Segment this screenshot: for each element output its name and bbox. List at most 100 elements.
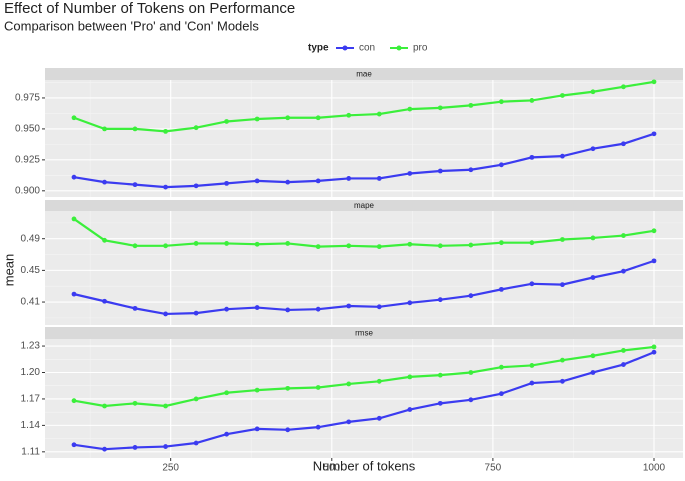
data-point	[71, 174, 77, 180]
data-point	[224, 390, 230, 396]
y-tick-label: 0.45	[21, 265, 41, 276]
data-point	[468, 370, 474, 375]
data-point	[407, 171, 413, 176]
data-point	[529, 380, 535, 386]
x-tick-label: 500	[323, 463, 340, 474]
data-point	[529, 240, 535, 246]
series-line	[73, 259, 655, 316]
facet-label: mape	[354, 201, 375, 210]
data-point	[651, 349, 657, 355]
data-point	[254, 241, 260, 247]
data-point	[71, 442, 77, 448]
data-point	[560, 378, 565, 384]
data-point	[407, 374, 413, 380]
data-point	[529, 281, 535, 287]
data-point	[71, 115, 77, 121]
data-point	[102, 298, 107, 304]
data-point	[193, 396, 199, 402]
data-point	[560, 282, 565, 288]
data-point	[376, 111, 382, 117]
data-point	[315, 385, 321, 390]
data-point	[468, 102, 474, 108]
series-line	[73, 351, 655, 451]
data-point	[102, 403, 107, 409]
data-point	[315, 178, 321, 184]
panel-background	[45, 211, 683, 325]
data-point	[621, 84, 626, 90]
data-point	[315, 424, 321, 430]
data-point	[346, 419, 352, 425]
data-point	[132, 445, 138, 450]
data-point	[315, 244, 321, 250]
data-point	[346, 243, 352, 249]
data-point	[560, 237, 565, 242]
y-tick-label: 1.20	[21, 367, 41, 378]
data-point	[102, 237, 107, 243]
facet-strip	[45, 327, 683, 339]
data-point	[437, 243, 443, 249]
data-point	[407, 407, 413, 412]
data-point	[193, 183, 199, 189]
facet-label: mae	[356, 70, 372, 79]
data-point	[498, 364, 504, 370]
data-point	[651, 258, 657, 264]
data-point	[407, 106, 413, 112]
data-point	[346, 303, 352, 309]
data-point	[621, 233, 626, 238]
data-point	[651, 131, 657, 137]
data-point	[651, 344, 657, 350]
data-point	[590, 275, 596, 280]
data-point	[376, 415, 382, 421]
data-point	[498, 99, 504, 105]
data-point	[132, 182, 138, 188]
data-point	[529, 363, 535, 368]
data-point	[437, 297, 443, 303]
facet-strip	[45, 68, 683, 80]
data-point	[254, 426, 260, 432]
data-point	[224, 119, 230, 124]
data-point	[529, 98, 535, 103]
y-tick-label: 0.41	[21, 297, 41, 308]
data-point	[163, 403, 168, 409]
y-tick-label: 1.23	[21, 341, 41, 352]
data-point	[193, 125, 199, 131]
data-point	[163, 444, 168, 449]
y-tick-label: 1.14	[21, 420, 41, 431]
y-tick-label: 0.925	[15, 154, 40, 165]
data-point	[254, 305, 260, 310]
data-point	[224, 180, 230, 186]
legend-swatch-dot	[342, 45, 348, 51]
y-tick-label: 0.900	[15, 185, 40, 196]
data-point	[590, 353, 596, 359]
data-point	[71, 398, 77, 404]
legend-label: pro	[413, 43, 428, 54]
data-point	[71, 216, 77, 222]
data-point	[468, 242, 474, 248]
data-point	[621, 268, 626, 274]
data-point	[590, 89, 596, 95]
data-point	[407, 300, 413, 306]
legend-title: type	[308, 43, 329, 54]
facet-strip	[45, 200, 683, 211]
x-tick-label: 750	[485, 463, 502, 474]
data-point	[71, 291, 77, 297]
data-point	[468, 397, 474, 403]
x-tick-label: 250	[162, 463, 179, 474]
data-point	[437, 105, 443, 111]
data-point	[254, 387, 260, 393]
legend-swatch-dot	[396, 45, 402, 51]
data-point	[163, 243, 168, 249]
data-point	[285, 115, 291, 121]
y-tick-label: 1.11	[21, 446, 40, 457]
data-point	[315, 306, 321, 312]
data-point	[621, 362, 626, 367]
data-point	[132, 126, 138, 132]
y-axis-label: mean	[1, 254, 16, 287]
x-axis-label: Number of tokens	[313, 458, 416, 473]
data-point	[102, 446, 107, 452]
data-point	[621, 348, 626, 353]
data-point	[468, 167, 474, 173]
data-point	[590, 235, 596, 241]
chart-subtitle: Comparison between 'Pro' and 'Con' Model…	[4, 18, 259, 33]
